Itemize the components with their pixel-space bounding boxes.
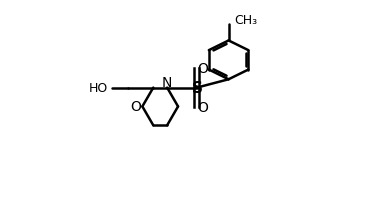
Text: O: O xyxy=(131,100,141,114)
Text: O: O xyxy=(197,61,208,75)
Text: HO: HO xyxy=(89,82,108,95)
Text: O: O xyxy=(197,101,208,115)
Text: S: S xyxy=(191,81,202,96)
Text: N: N xyxy=(162,75,172,89)
Text: CH₃: CH₃ xyxy=(235,14,258,27)
